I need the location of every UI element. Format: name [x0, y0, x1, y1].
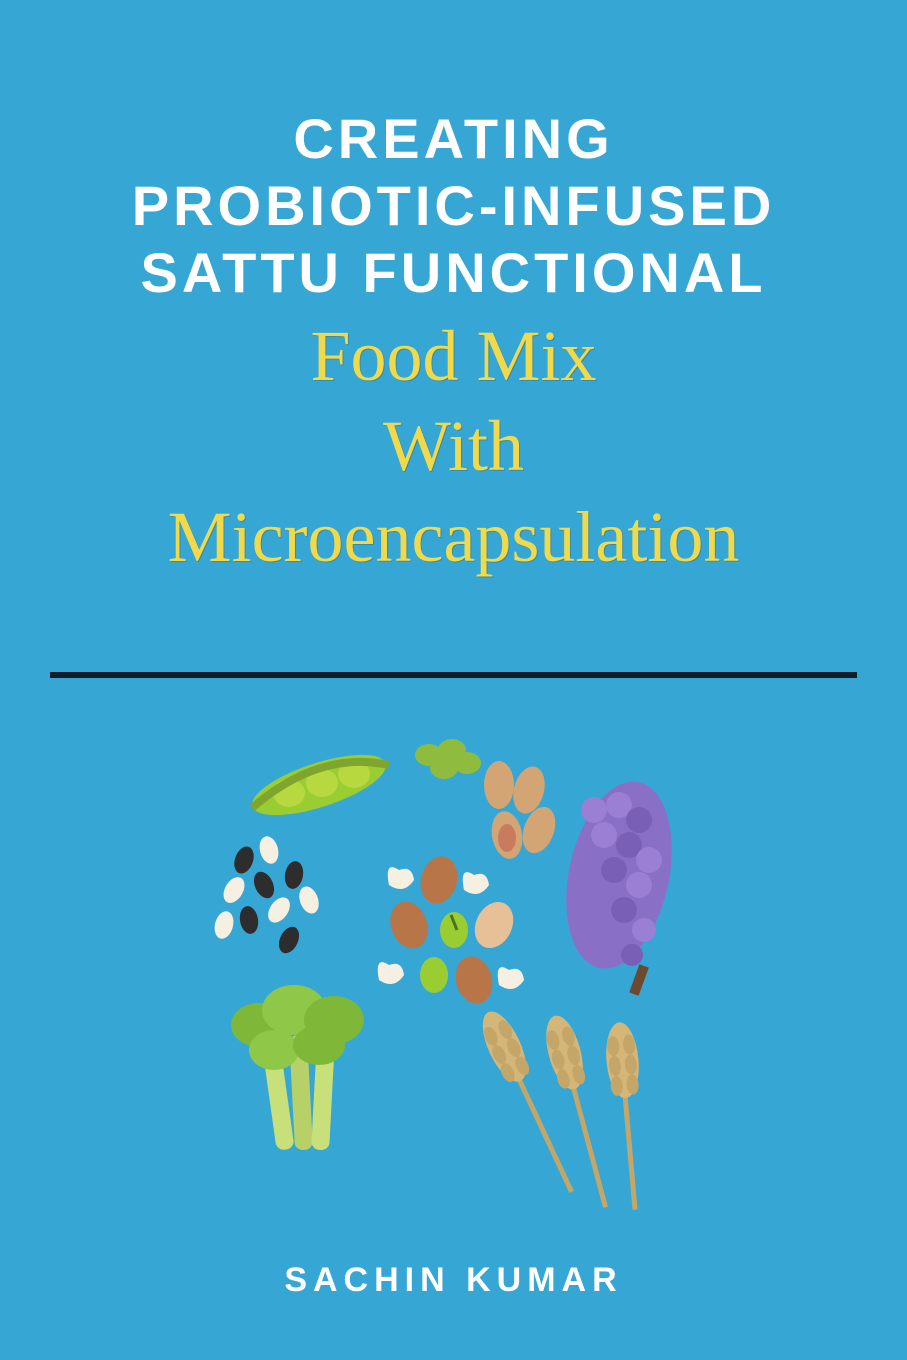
mixed-nuts-icon	[377, 852, 523, 1008]
title-line-1: CREATING	[0, 105, 907, 172]
author-name: SACHIN KUMAR	[0, 1261, 907, 1300]
title-block: CREATING PROBIOTIC-INFUSED SATTU FUNCTIO…	[0, 105, 907, 579]
title-line-2: PROBIOTIC-INFUSED	[0, 172, 907, 239]
food-illustration	[174, 730, 734, 1210]
title-line-3: SATTU FUNCTIONAL	[0, 239, 907, 306]
seeds-icon	[211, 834, 322, 956]
grape-cluster-icon	[550, 772, 687, 996]
edamame-icon	[245, 742, 392, 827]
subtitle-line-3: Microencapsulation	[0, 496, 907, 579]
wheat-icon	[473, 1005, 651, 1210]
subtitle-line-2: With	[0, 405, 907, 488]
celery-icon	[231, 985, 364, 1151]
title-underline	[50, 672, 857, 678]
green-beans-icon	[415, 739, 481, 779]
peanuts-icon	[484, 761, 561, 861]
subtitle-line-1: Food Mix	[0, 315, 907, 398]
